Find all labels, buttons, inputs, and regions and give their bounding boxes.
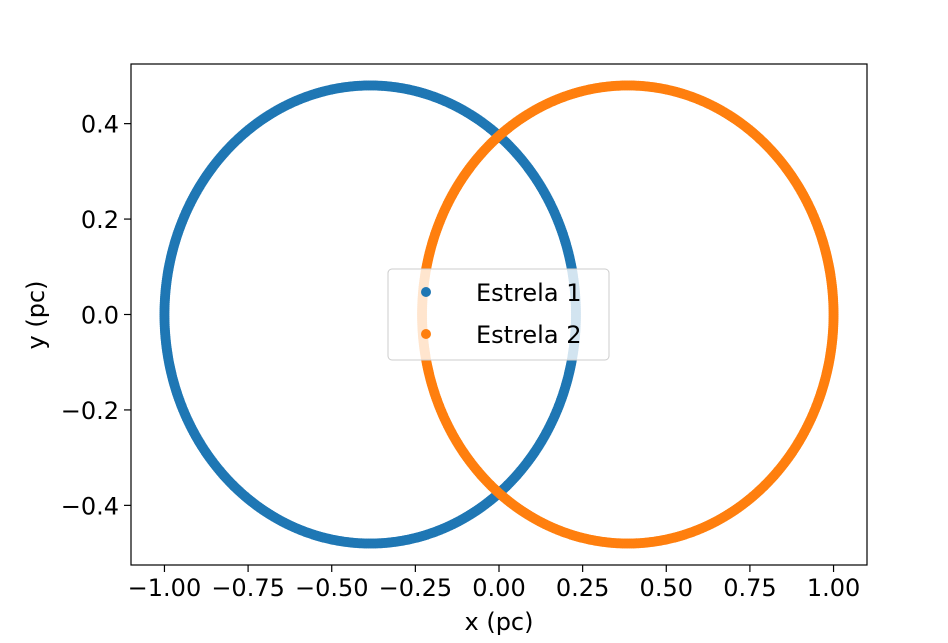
y-tick-label: 0.0 bbox=[81, 302, 119, 330]
legend-marker-estrela-2 bbox=[421, 329, 431, 339]
legend-marker-estrela-1 bbox=[421, 287, 431, 297]
x-axis-label: x (pc) bbox=[465, 608, 534, 636]
x-tick-label: −0.25 bbox=[379, 574, 453, 602]
x-tick-label: −0.75 bbox=[211, 574, 285, 602]
x-tick-label: −0.50 bbox=[295, 574, 369, 602]
y-axis: −0.4 −0.2 0.0 0.2 0.4 bbox=[61, 111, 131, 520]
legend: Estrela 1 Estrela 2 bbox=[387, 268, 610, 361]
y-tick-label: 0.2 bbox=[81, 206, 119, 234]
x-tick-label: 0.00 bbox=[472, 574, 525, 602]
legend-label-estrela-1: Estrela 1 bbox=[476, 279, 581, 307]
y-tick-label: −0.2 bbox=[61, 397, 119, 425]
x-tick-label: 0.50 bbox=[640, 574, 693, 602]
y-axis-label: y (pc) bbox=[22, 281, 50, 350]
y-tick-label: 0.4 bbox=[81, 111, 119, 139]
legend-box bbox=[387, 268, 610, 361]
x-tick-label: 0.75 bbox=[723, 574, 776, 602]
x-tick-label: 1.00 bbox=[807, 574, 860, 602]
orbit-point bbox=[828, 311, 839, 322]
y-tick-label: −0.4 bbox=[61, 492, 119, 520]
legend-label-estrela-2: Estrela 2 bbox=[476, 321, 581, 349]
x-tick-label: −1.00 bbox=[128, 574, 202, 602]
x-tick-label: 0.25 bbox=[556, 574, 609, 602]
x-axis: −1.00 −0.75 −0.50 −0.25 0.00 0.25 0.50 0.75 1.00 bbox=[128, 565, 860, 602]
